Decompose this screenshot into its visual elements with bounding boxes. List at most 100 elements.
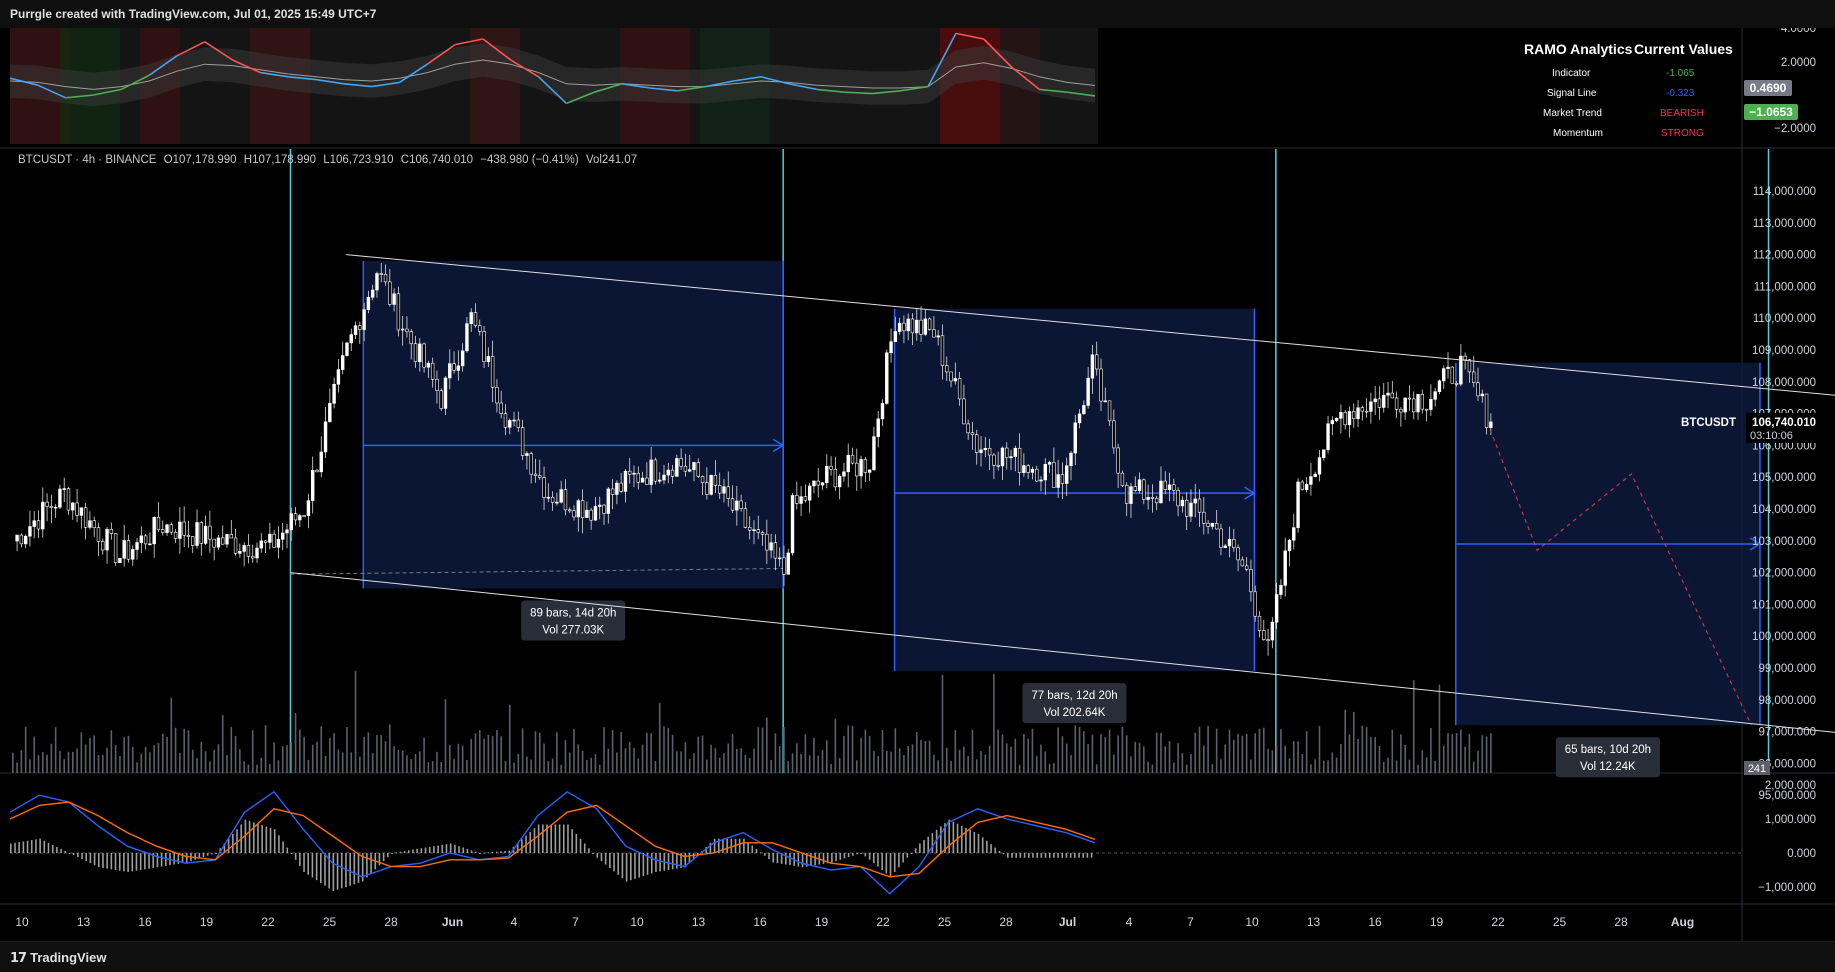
volume-bar xyxy=(290,742,293,773)
volume-bar xyxy=(753,748,755,773)
macd-histogram-bar xyxy=(504,850,506,853)
macd-histogram-bar xyxy=(521,839,523,853)
candle-body xyxy=(336,369,341,385)
legend-close: C106,740.010 xyxy=(400,154,474,166)
candle-body xyxy=(379,273,383,275)
macd-histogram-bar xyxy=(437,845,439,853)
candle-body xyxy=(1189,502,1193,517)
macd-histogram-bar xyxy=(458,846,460,853)
ramo-indicator-segment xyxy=(9,77,39,86)
candle-body xyxy=(769,542,773,551)
candle-body xyxy=(996,464,1000,467)
legend-symbol[interactable]: BTCUSDT · 4h · BINANCE xyxy=(18,154,157,166)
volume-bar xyxy=(1340,743,1342,773)
macd-histogram-bar xyxy=(139,853,142,870)
chart-canvas[interactable]: 89 bars, 14d 20h Vol 277.03K 77 bars, 12d … xyxy=(0,28,1835,941)
volume-bar xyxy=(127,735,130,773)
volume-bar xyxy=(808,755,811,773)
volume-bar xyxy=(573,728,575,773)
volume-bar xyxy=(470,738,473,773)
volume-bar xyxy=(1198,726,1201,773)
candle-body xyxy=(383,273,388,283)
macd-histogram-bar xyxy=(152,853,155,868)
volume-bar xyxy=(1442,745,1445,773)
candle-body xyxy=(1167,484,1172,490)
candle-body xyxy=(71,502,75,511)
time-axis-label: 10 xyxy=(1245,915,1259,929)
candle-body xyxy=(478,325,482,332)
candle-body xyxy=(636,472,640,483)
ramo-indicator-segment xyxy=(148,55,178,77)
tradingview-logo[interactable]: 17 TradingView xyxy=(10,950,106,966)
candle-body xyxy=(1223,545,1227,548)
volume-bar xyxy=(834,718,837,773)
volume-bar xyxy=(598,764,601,773)
candle-body xyxy=(1304,484,1309,490)
volume-bar xyxy=(324,755,327,773)
macd-histogram-bar xyxy=(797,853,800,867)
candle-body xyxy=(632,472,636,475)
volume-bar xyxy=(975,759,978,773)
volume-bar xyxy=(1451,734,1454,773)
volume-bar xyxy=(1147,761,1149,773)
volume-bar xyxy=(1100,734,1102,773)
volume-bar xyxy=(1391,729,1394,773)
candle-body xyxy=(786,552,790,575)
ramo-indicator-segment xyxy=(900,85,929,92)
macd-histogram-bar xyxy=(881,853,883,870)
macd-histogram-bar xyxy=(252,822,255,853)
ramo-axis-label: 4.0000 xyxy=(1781,28,1816,35)
macd-histogram-bar xyxy=(131,853,134,872)
macd-histogram-bar xyxy=(550,824,553,853)
volume-bar xyxy=(1318,726,1321,773)
volume-bar xyxy=(307,759,310,773)
volume-bar xyxy=(855,760,858,773)
volume-bar xyxy=(1305,731,1308,773)
candle-body xyxy=(585,509,589,518)
candle-body xyxy=(1459,355,1463,385)
candle-body xyxy=(649,459,653,485)
candle-body xyxy=(825,465,829,484)
ramo-indicator-segment xyxy=(538,76,567,104)
candle-body xyxy=(1326,423,1330,451)
candle-body xyxy=(1035,468,1039,482)
candle-body xyxy=(906,318,910,332)
ramo-indicator-segment xyxy=(566,91,595,105)
macd-histogram-bar xyxy=(1048,853,1051,858)
candle-body xyxy=(538,475,542,478)
macd-histogram-bar xyxy=(332,853,335,892)
candle-body xyxy=(726,486,730,499)
candle-body xyxy=(645,477,649,485)
volume-bar xyxy=(1237,734,1239,773)
volume-bar xyxy=(123,737,125,773)
candle-body xyxy=(465,323,469,352)
candle-body xyxy=(233,537,238,554)
candle-body xyxy=(375,273,379,291)
candle-body xyxy=(1210,522,1215,527)
macd-histogram-bar xyxy=(831,853,833,863)
volume-bar xyxy=(251,730,254,773)
legend-open: O107,178.990 xyxy=(163,154,237,166)
time-axis-label: 10 xyxy=(630,915,644,929)
ramo-indicator-segment xyxy=(649,87,678,92)
macd-histogram-bar xyxy=(583,843,586,853)
volume-bar xyxy=(1155,732,1158,773)
candle-body xyxy=(1060,474,1065,484)
volume-bar xyxy=(736,748,738,773)
price-axis-label: 108,000.000 xyxy=(1752,377,1816,389)
macd-histogram-bar xyxy=(562,824,565,853)
candle-body xyxy=(1262,630,1266,640)
macd-histogram-bar xyxy=(516,843,519,853)
volume-bar xyxy=(911,744,914,773)
volume-bar xyxy=(898,748,901,773)
macd-histogram-bar xyxy=(102,853,104,868)
price-axis-label: 99,000.000 xyxy=(1758,663,1816,675)
candle-body xyxy=(315,469,319,473)
volume-bar xyxy=(401,750,404,773)
candle-body xyxy=(1150,497,1155,499)
candle-body xyxy=(246,545,251,557)
macd-histogram-bar xyxy=(856,853,858,855)
volume-bar xyxy=(157,743,160,773)
candle-body xyxy=(143,535,148,545)
volume-tag-bg xyxy=(1744,761,1770,775)
